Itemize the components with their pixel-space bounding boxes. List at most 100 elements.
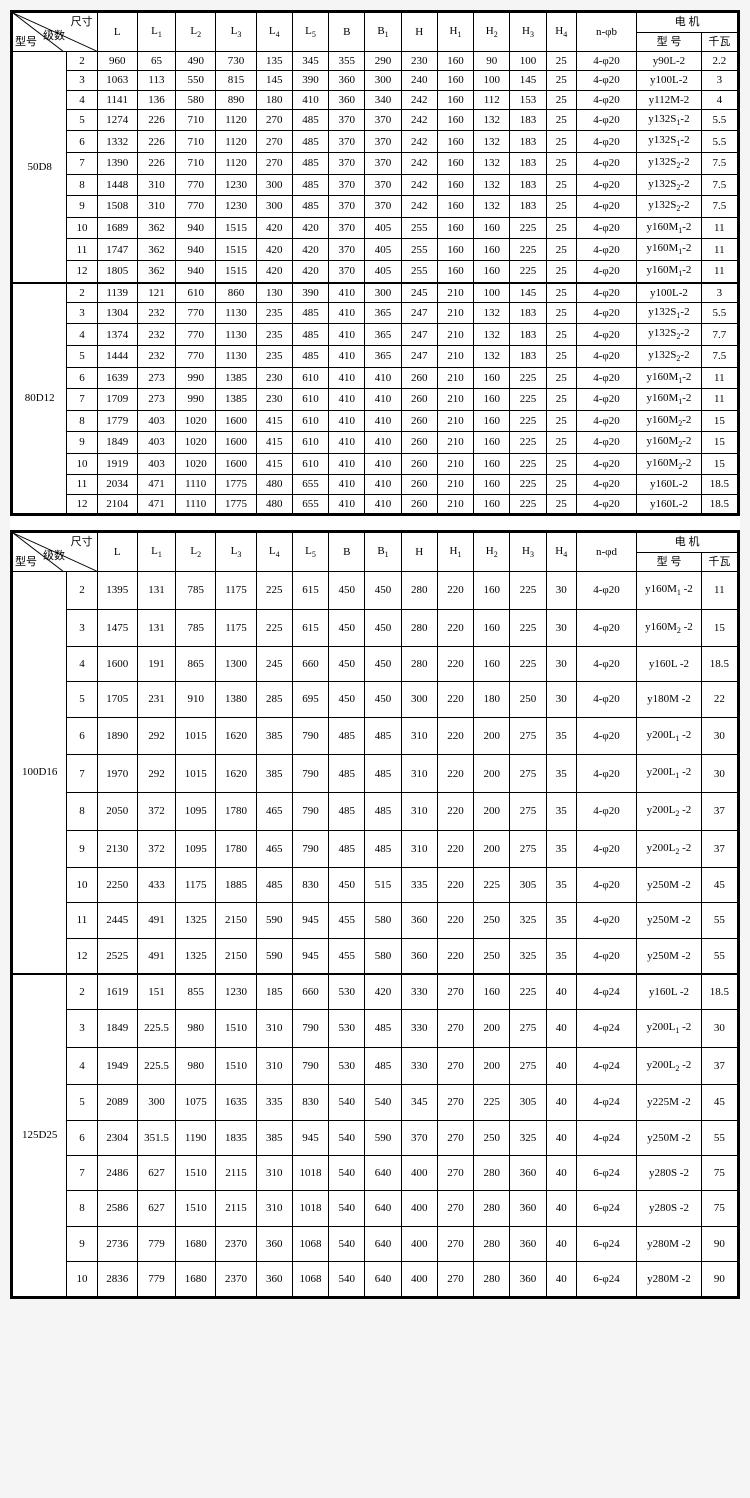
data-cell: 640 xyxy=(365,1261,401,1296)
data-cell: 160 xyxy=(474,609,510,647)
col-hdr: H xyxy=(401,13,437,52)
data-cell: 132 xyxy=(474,131,510,153)
data-cell: 4-φ20 xyxy=(576,260,636,282)
data-cell: 25 xyxy=(546,153,576,175)
data-cell: 131 xyxy=(137,609,175,647)
data-cell: 160 xyxy=(437,217,473,239)
data-cell: 4-φ24 xyxy=(576,1047,636,1085)
data-cell: 491 xyxy=(137,938,175,974)
data-cell: 2250 xyxy=(97,868,137,903)
col-hdr: L3 xyxy=(216,533,256,572)
data-cell: y90L-2 xyxy=(637,52,701,71)
data-cell: 415 xyxy=(256,432,292,454)
data-cell: 1510 xyxy=(216,1010,256,1048)
data-cell: 1325 xyxy=(176,903,216,938)
data-cell: 1300 xyxy=(216,647,256,682)
col-hdr: H2 xyxy=(474,533,510,572)
data-cell: 420 xyxy=(256,239,292,261)
data-cell: 100 xyxy=(474,71,510,90)
data-cell: 945 xyxy=(292,1120,328,1155)
data-cell: 2525 xyxy=(97,938,137,974)
data-cell: 640 xyxy=(365,1226,401,1261)
data-cell: 160 xyxy=(474,453,510,475)
data-cell: 160 xyxy=(474,572,510,610)
data-cell: 4-φ20 xyxy=(576,830,636,868)
data-cell: 160 xyxy=(474,260,510,282)
data-cell: 45 xyxy=(701,1085,737,1120)
data-cell: 30 xyxy=(546,647,576,682)
data-cell: 1063 xyxy=(97,71,137,90)
data-cell: 35 xyxy=(546,755,576,793)
data-cell: 370 xyxy=(329,174,365,196)
data-cell: 2370 xyxy=(216,1226,256,1261)
data-cell: 365 xyxy=(365,345,401,367)
data-cell: 2034 xyxy=(97,475,137,494)
data-cell: 590 xyxy=(256,903,292,938)
data-cell: y200L2 -2 xyxy=(637,792,701,830)
data-cell: 790 xyxy=(292,1047,328,1085)
col-hdr: L2 xyxy=(176,533,216,572)
data-cell: 1230 xyxy=(216,174,256,196)
data-cell: 410 xyxy=(365,367,401,389)
data-cell: 4-φ24 xyxy=(576,1120,636,1155)
data-cell: 25 xyxy=(546,109,576,131)
data-cell: y160M1-2 xyxy=(637,217,701,239)
data-cell: 1018 xyxy=(292,1156,328,1191)
data-cell: 40 xyxy=(546,1010,576,1048)
data-cell: 1620 xyxy=(216,717,256,755)
data-cell: 160 xyxy=(474,432,510,454)
data-cell: 1705 xyxy=(97,682,137,717)
data-cell: 410 xyxy=(365,475,401,494)
data-cell: 360 xyxy=(510,1156,546,1191)
data-cell: 2836 xyxy=(97,1261,137,1296)
data-cell: 12 xyxy=(67,938,97,974)
data-cell: 945 xyxy=(292,903,328,938)
header-diag: 尺寸 级数 型号 xyxy=(13,533,98,572)
data-cell: y160M1 -2 xyxy=(637,572,701,610)
data-cell: 372 xyxy=(137,792,175,830)
data-cell: 35 xyxy=(546,903,576,938)
data-cell: 183 xyxy=(510,345,546,367)
data-cell: 1849 xyxy=(97,1010,137,1048)
data-cell: 90 xyxy=(474,52,510,71)
data-cell: 615 xyxy=(292,609,328,647)
data-cell: y200L1 -2 xyxy=(637,717,701,755)
motor-hdr: 电 机 xyxy=(637,13,738,33)
data-cell: 370 xyxy=(329,260,365,282)
data-cell: 865 xyxy=(176,647,216,682)
data-cell: 4-φ20 xyxy=(576,109,636,131)
data-cell: 1020 xyxy=(176,453,216,475)
data-cell: 330 xyxy=(401,974,437,1010)
data-cell: 1780 xyxy=(216,792,256,830)
data-cell: 242 xyxy=(401,174,437,196)
data-cell: 360 xyxy=(329,90,365,109)
data-cell: 485 xyxy=(365,717,401,755)
data-cell: 35 xyxy=(546,717,576,755)
data-cell: 225 xyxy=(510,647,546,682)
data-cell: 11 xyxy=(67,903,97,938)
data-cell: 1095 xyxy=(176,830,216,868)
data-cell: 1835 xyxy=(216,1120,256,1155)
data-cell: 370 xyxy=(329,196,365,218)
data-cell: 25 xyxy=(546,283,576,303)
data-cell: 225.5 xyxy=(137,1010,175,1048)
data-cell: 35 xyxy=(546,830,576,868)
data-cell: 7 xyxy=(67,1156,97,1191)
data-cell: y132S2-2 xyxy=(637,324,701,346)
data-cell: 300 xyxy=(256,196,292,218)
data-cell: 305 xyxy=(510,868,546,903)
data-cell: y160M1-2 xyxy=(637,239,701,261)
data-cell: 365 xyxy=(365,302,401,324)
data-cell: 1680 xyxy=(176,1226,216,1261)
data-cell: 200 xyxy=(474,1047,510,1085)
data-cell: y160M2-2 xyxy=(637,453,701,475)
data-cell: y160M1-2 xyxy=(637,260,701,282)
data-cell: 1068 xyxy=(292,1261,328,1296)
data-cell: 273 xyxy=(137,367,175,389)
data-cell: y160L -2 xyxy=(637,974,701,1010)
data-cell: 1919 xyxy=(97,453,137,475)
data-cell: 340 xyxy=(365,90,401,109)
data-cell: 310 xyxy=(401,755,437,793)
data-cell: 183 xyxy=(510,196,546,218)
data-cell: 615 xyxy=(292,572,328,610)
